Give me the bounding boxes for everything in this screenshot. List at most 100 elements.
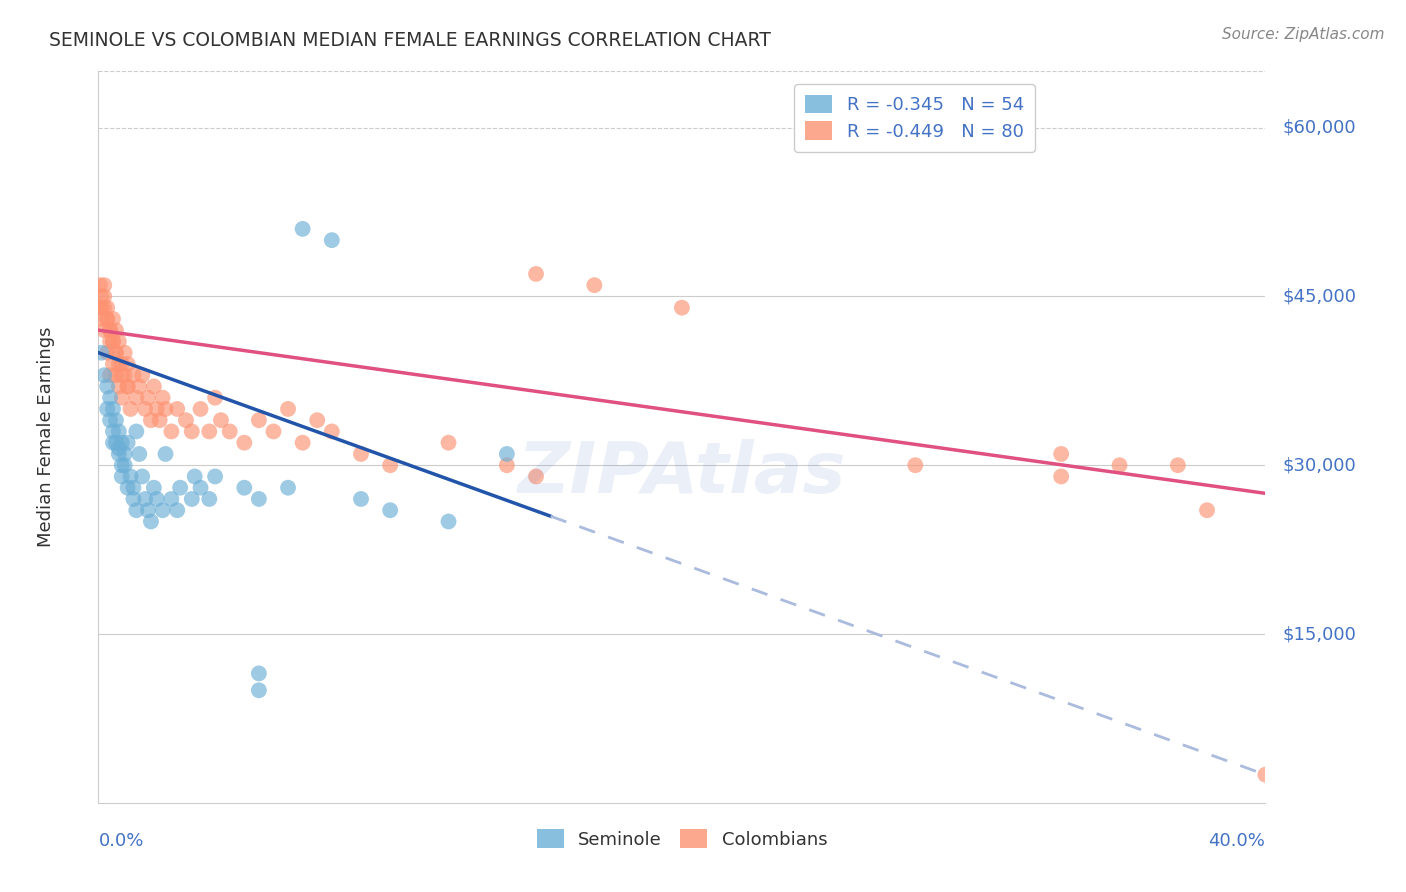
Point xyxy=(180,491,202,506)
Point xyxy=(1195,503,1218,517)
Text: $30,000: $30,000 xyxy=(1282,456,1357,475)
Point xyxy=(307,413,329,427)
Point xyxy=(155,447,177,461)
Point xyxy=(125,391,148,405)
Point xyxy=(198,491,221,506)
Point xyxy=(98,323,121,337)
Point xyxy=(101,357,124,371)
Point xyxy=(89,278,111,293)
Point xyxy=(134,401,156,416)
Point xyxy=(117,357,139,371)
Point xyxy=(101,312,124,326)
Text: 40.0%: 40.0% xyxy=(1209,832,1265,850)
Point xyxy=(190,401,212,416)
Point xyxy=(128,379,150,393)
Legend: Seminole, Colombians: Seminole, Colombians xyxy=(530,822,834,856)
Point xyxy=(209,413,232,427)
Point xyxy=(1108,458,1130,473)
Point xyxy=(142,379,165,393)
Point xyxy=(247,413,270,427)
Point xyxy=(114,345,136,359)
Point xyxy=(93,301,115,315)
Point xyxy=(166,401,188,416)
Point xyxy=(90,345,112,359)
Point xyxy=(218,425,240,439)
Point xyxy=(98,413,121,427)
Point xyxy=(152,391,174,405)
Point xyxy=(180,425,202,439)
Point xyxy=(104,323,127,337)
Point xyxy=(104,413,127,427)
Point xyxy=(142,481,165,495)
Point xyxy=(136,503,159,517)
Point xyxy=(160,425,183,439)
Point xyxy=(111,435,134,450)
Point xyxy=(93,323,115,337)
Point xyxy=(496,458,519,473)
Point xyxy=(291,222,314,236)
Point xyxy=(233,435,256,450)
Point xyxy=(380,503,402,517)
Point xyxy=(247,683,270,698)
Point xyxy=(1050,447,1073,461)
Point xyxy=(139,515,162,529)
Point xyxy=(524,267,547,281)
Point xyxy=(262,425,284,439)
Point xyxy=(96,345,118,359)
Point xyxy=(90,312,112,326)
Point xyxy=(134,491,156,506)
Point xyxy=(160,491,183,506)
Point xyxy=(146,491,169,506)
Point xyxy=(117,481,139,495)
Point xyxy=(152,503,174,517)
Point xyxy=(114,447,136,461)
Point xyxy=(117,379,139,393)
Point xyxy=(108,334,131,349)
Point xyxy=(583,278,606,293)
Point xyxy=(350,447,373,461)
Point xyxy=(108,379,131,393)
Point xyxy=(120,401,142,416)
Point xyxy=(291,435,314,450)
Point xyxy=(98,368,121,383)
Point xyxy=(277,481,299,495)
Point xyxy=(139,413,162,427)
Point xyxy=(104,345,127,359)
Text: $60,000: $60,000 xyxy=(1282,119,1357,136)
Point xyxy=(98,391,121,405)
Point xyxy=(98,334,121,349)
Point xyxy=(437,435,460,450)
Point xyxy=(183,469,205,483)
Point xyxy=(101,401,124,416)
Point xyxy=(247,666,270,681)
Point xyxy=(104,368,127,383)
Point xyxy=(111,368,134,383)
Point xyxy=(496,447,519,461)
Point xyxy=(101,334,124,349)
Text: $15,000: $15,000 xyxy=(1282,625,1357,643)
Text: 0.0%: 0.0% xyxy=(98,832,143,850)
Point xyxy=(111,357,134,371)
Point xyxy=(321,425,343,439)
Point xyxy=(166,503,188,517)
Point xyxy=(174,413,197,427)
Point xyxy=(204,391,226,405)
Point xyxy=(96,312,118,326)
Point xyxy=(101,435,124,450)
Text: Median Female Earnings: Median Female Earnings xyxy=(37,326,55,548)
Text: $45,000: $45,000 xyxy=(1282,287,1357,305)
Point xyxy=(149,413,172,427)
Point xyxy=(247,491,270,506)
Point xyxy=(277,401,299,416)
Point xyxy=(98,323,121,337)
Point xyxy=(108,357,131,371)
Point xyxy=(1050,469,1073,483)
Point xyxy=(90,289,112,303)
Point xyxy=(93,289,115,303)
Point xyxy=(131,469,153,483)
Point xyxy=(155,401,177,416)
Point xyxy=(169,481,191,495)
Point xyxy=(101,425,124,439)
Point xyxy=(524,469,547,483)
Point xyxy=(125,425,148,439)
